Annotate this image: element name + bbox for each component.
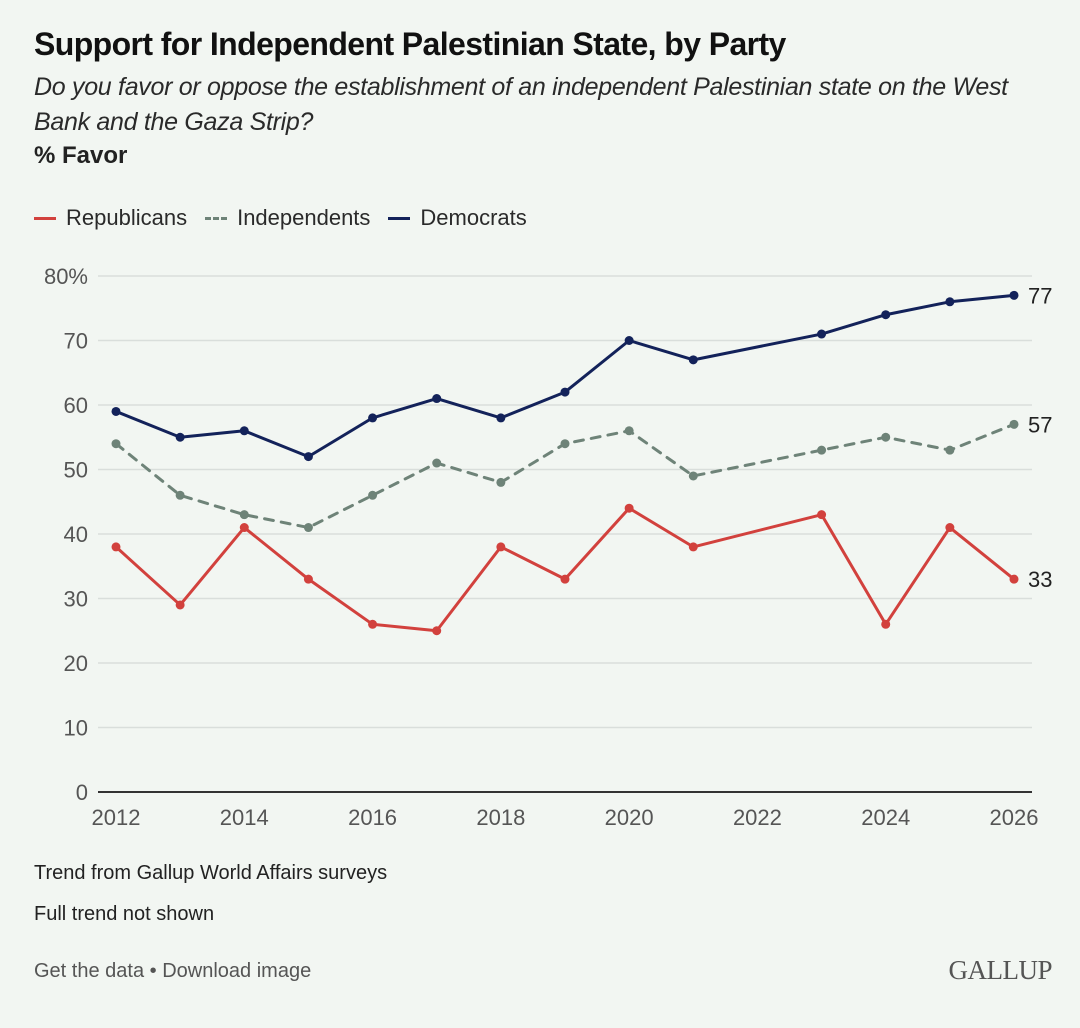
legend-swatch-republicans [34, 216, 56, 220]
y-tick-label: 20 [64, 651, 88, 676]
data-point-republicans [817, 510, 827, 520]
legend-label-republicans: Republicans [66, 205, 188, 230]
get-data-link[interactable]: Get the data [34, 960, 145, 982]
data-point-independents [368, 490, 378, 500]
y-tick-label: 30 [64, 587, 88, 612]
x-tick-label: 2022 [733, 805, 782, 830]
x-tick-label: 2014 [220, 805, 269, 830]
data-point-independents [688, 471, 698, 481]
y-tick-label: 80% [44, 264, 88, 289]
x-tick-label: 2016 [348, 805, 397, 830]
x-tick-label: 2024 [861, 805, 910, 830]
data-point-republicans [624, 503, 634, 513]
chart-subtitle: Do you favor or oppose the establishment… [34, 73, 1008, 136]
x-tick-label: 2020 [605, 805, 654, 830]
end-label-independents: 57 [1028, 412, 1052, 437]
data-point-democrats [368, 413, 378, 423]
legend: Republicans Independents Democrats [34, 205, 545, 231]
data-point-republicans [945, 523, 955, 533]
gallup-logo: GALLUP [948, 955, 1053, 985]
legend-swatch-democrats [388, 216, 411, 220]
data-point-republicans [368, 619, 378, 629]
legend-item-democrats: Democrats [388, 205, 527, 231]
data-point-independents [239, 510, 249, 520]
data-point-democrats [1009, 290, 1019, 300]
series-line-republicans [114, 506, 1016, 633]
data-point-independents [432, 458, 442, 468]
x-tick-label: 2018 [476, 805, 525, 830]
data-point-independents [111, 439, 121, 449]
data-point-republicans [496, 542, 506, 552]
data-point-independents [881, 432, 891, 442]
data-point-independents [303, 523, 313, 533]
data-point-republicans [239, 523, 249, 533]
y-tick-label: 70 [64, 329, 88, 354]
data-point-republicans [111, 542, 121, 552]
data-point-independents [496, 477, 506, 487]
data-point-democrats [432, 394, 442, 404]
data-point-democrats [688, 355, 698, 365]
data-point-democrats [303, 452, 313, 462]
y-tick-label: 40 [64, 522, 88, 547]
data-point-democrats [560, 387, 570, 397]
data-point-democrats [239, 426, 249, 436]
data-point-independents [175, 490, 185, 500]
data-point-democrats [881, 310, 891, 320]
x-tick-label: 2012 [92, 805, 141, 830]
data-point-democrats [496, 413, 506, 423]
data-point-republicans [432, 626, 442, 636]
y-tick-label: 0 [76, 780, 88, 805]
y-tick-label: 50 [64, 458, 88, 483]
data-point-republicans [303, 574, 313, 584]
data-point-democrats [175, 432, 185, 442]
data-point-democrats [624, 336, 634, 345]
series-line-democrats [114, 293, 1016, 459]
data-point-democrats [945, 297, 955, 307]
data-point-republicans [1009, 574, 1019, 584]
x-tick-label: 2026 [990, 805, 1039, 830]
legend-label-democrats: Democrats [420, 205, 527, 230]
y-tick-label: 60 [64, 393, 88, 418]
data-point-independents [817, 445, 827, 455]
end-label-democrats: 77 [1028, 283, 1052, 308]
data-point-democrats [111, 406, 121, 416]
unit-label: % Favor [34, 142, 128, 169]
footnote-trend: Full trend not shown [34, 903, 215, 925]
legend-label-independents: Independents [237, 205, 371, 230]
data-point-independents [945, 445, 955, 455]
footnote-source: Trend from Gallup World Affairs surveys [34, 862, 388, 884]
legend-item-independents: Independents [205, 205, 370, 231]
legend-item-republicans: Republicans [34, 205, 187, 231]
y-tick-label: 10 [64, 716, 88, 741]
data-point-independents [560, 439, 570, 449]
legend-swatch-independents [205, 216, 228, 220]
series-line-independents [114, 422, 1016, 530]
footer-links: Get the data • Download image [34, 960, 311, 983]
download-image-link[interactable]: Download image [162, 960, 312, 982]
end-label-republicans: 33 [1028, 567, 1052, 592]
line-chart: 0 10 20 30 40 50 60 70 80% 2012 2014 2016 2018 2020 20… [44, 264, 1053, 830]
data-point-republicans [560, 574, 570, 584]
data-point-independents [1009, 419, 1019, 429]
data-point-republicans [175, 600, 185, 610]
data-point-republicans [881, 619, 891, 629]
data-point-democrats [817, 329, 827, 339]
data-point-independents [624, 426, 634, 436]
separator-dot: • [149, 960, 157, 982]
data-point-republicans [688, 542, 698, 552]
chart-title: Support for Independent Palestinian Stat… [34, 26, 786, 62]
